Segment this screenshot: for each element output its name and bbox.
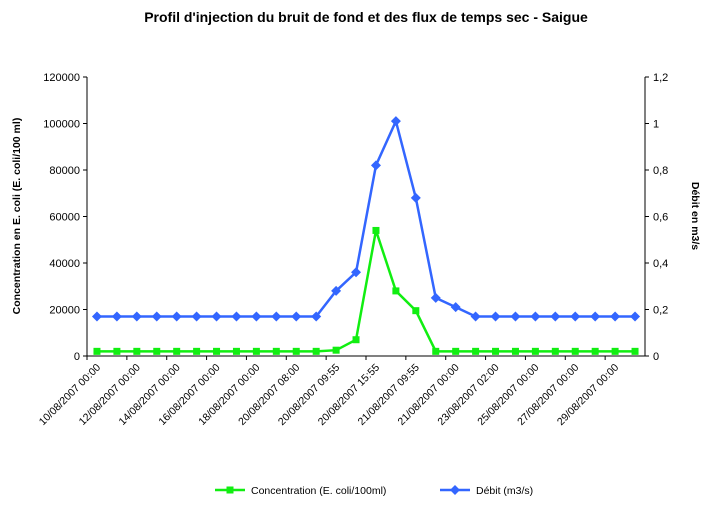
data-point: [370, 160, 381, 171]
data-point: [173, 347, 181, 355]
data-point: [390, 116, 401, 127]
data-point: [312, 347, 320, 355]
series-line: [96, 117, 636, 318]
data-point: [551, 347, 559, 355]
data-point: [490, 311, 501, 322]
data-point: [232, 347, 240, 355]
data-point: [251, 311, 262, 322]
y2-axis-title: Débit en m3/s: [689, 182, 701, 250]
data-point: [331, 285, 342, 296]
data-point: [571, 347, 579, 355]
data-point: [470, 311, 481, 322]
data-point: [351, 267, 362, 278]
data-point: [432, 347, 440, 355]
data-point: [631, 347, 639, 355]
y-tick-label: 20000: [49, 305, 80, 317]
data-point: [231, 311, 242, 322]
data-point: [113, 347, 121, 355]
data-point: [271, 311, 282, 322]
data-point: [392, 287, 400, 295]
series-line: [96, 230, 636, 353]
data-point: [91, 311, 102, 322]
data-point: [510, 311, 521, 322]
data-point: [311, 311, 322, 322]
data-point: [151, 311, 162, 322]
data-point: [252, 347, 260, 355]
data-point: [550, 311, 561, 322]
data-point: [591, 347, 599, 355]
data-point: [93, 347, 101, 355]
y2-tick-label: 0,6: [653, 212, 668, 224]
data-point: [211, 311, 222, 322]
data-point: [410, 192, 421, 203]
data-point: [492, 347, 500, 355]
y-axis-title: Concentration en E. coli (E. coli/100 ml…: [11, 118, 23, 315]
y-tick-label: 100000: [43, 119, 80, 131]
data-point: [570, 311, 581, 322]
data-point: [412, 307, 420, 315]
data-point: [430, 292, 441, 303]
y-tick-label: 60000: [49, 212, 80, 224]
data-point: [531, 347, 539, 355]
data-point: [352, 336, 360, 344]
y2-tick-label: 1,2: [653, 72, 668, 84]
data-point: [610, 311, 621, 322]
data-point: [292, 347, 300, 355]
y2-tick-label: 0,8: [653, 165, 668, 177]
data-point: [111, 311, 122, 322]
legend-marker: [226, 486, 234, 494]
data-point: [171, 311, 182, 322]
data-point: [213, 347, 221, 355]
data-point: [590, 311, 601, 322]
data-point: [133, 347, 141, 355]
data-point: [272, 347, 280, 355]
data-point: [452, 347, 460, 355]
data-point: [630, 311, 641, 322]
y-tick-label: 120000: [43, 72, 80, 84]
chart-title: Profil d'injection du bruit de fond et d…: [144, 9, 588, 25]
data-point: [472, 347, 480, 355]
legend-label: Concentration (E. coli/100ml): [251, 485, 386, 497]
y2-tick-label: 0,4: [653, 258, 668, 270]
data-point: [193, 347, 201, 355]
y2-tick-label: 0,2: [653, 305, 668, 317]
data-point: [530, 311, 541, 322]
y2-tick-label: 0: [653, 351, 659, 363]
data-point: [153, 347, 161, 355]
data-point: [131, 311, 142, 322]
data-point: [191, 311, 202, 322]
legend-label: Débit (m3/s): [476, 485, 533, 497]
y-tick-label: 0: [74, 351, 80, 363]
data-point: [372, 226, 380, 234]
data-point: [291, 311, 302, 322]
data-point: [511, 347, 519, 355]
legend-marker: [450, 485, 460, 495]
y-tick-label: 40000: [49, 258, 80, 270]
y2-tick-label: 1: [653, 119, 659, 131]
data-point: [611, 347, 619, 355]
data-point: [332, 346, 340, 354]
y-tick-label: 80000: [49, 165, 80, 177]
data-point: [450, 302, 461, 313]
